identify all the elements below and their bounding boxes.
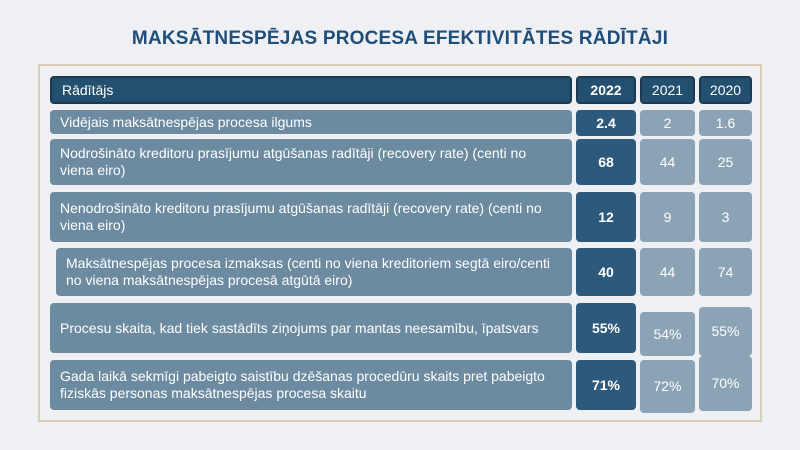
header-indicator-label: Rādītājs [62, 81, 114, 98]
row-3-value-2021: 9 [640, 192, 695, 242]
row-2-value-2021: 44 [640, 139, 695, 185]
row-1-value-2022: 2.4 [576, 110, 636, 136]
header-2021: 2021 [640, 76, 695, 104]
row-5-label: Procesu skaita, kad tiek sastādīts ziņoj… [50, 303, 572, 353]
row-6-value-2020: 70% [699, 356, 752, 411]
header-2021-label: 2021 [651, 81, 684, 98]
row-6-label: Gada laikā sekmīgi pabeigto saistību dzē… [50, 360, 572, 410]
row-2-value-2020: 25 [699, 139, 752, 185]
row-4-label: Maksātnespējas procesa izmaksas (centi n… [56, 248, 572, 296]
row-5-value-2021: 54% [640, 312, 695, 356]
row-3-label: Nenodrošināto kreditoru prasījumu atgūša… [50, 192, 572, 242]
header-2020: 2020 [699, 76, 752, 104]
row-5-value-2020: 55% [699, 307, 752, 356]
row-6-value-2022: 71% [576, 360, 636, 410]
row-4-value-2022: 40 [576, 248, 636, 296]
header-2022: 2022 [576, 76, 636, 104]
row-1-label: Vidējais maksātnespējas procesa ilgums [50, 110, 572, 134]
table-frame [38, 64, 762, 422]
row-1-value-2020: 1.6 [699, 110, 752, 136]
row-1-value-2021: 2 [640, 110, 695, 136]
row-2-label: Nodrošināto kreditoru prasījumu atgūšana… [50, 139, 572, 185]
row-4-value-2021: 44 [640, 248, 695, 296]
row-3-value-2022: 12 [576, 192, 636, 242]
row-5-value-2022: 55% [576, 303, 636, 353]
page-title: MAKSĀTNESPĒJAS PROCESA EFEKTIVITĀTES RĀD… [131, 28, 669, 49]
row-6-value-2021: 72% [640, 360, 695, 413]
row-2-value-2022: 68 [576, 139, 636, 185]
header-2020-label: 2020 [709, 81, 742, 98]
header-2022-label: 2022 [590, 81, 622, 98]
header-indicator: Rādītājs [50, 76, 572, 104]
row-4-value-2020: 74 [699, 248, 752, 296]
row-3-value-2020: 3 [699, 192, 752, 242]
